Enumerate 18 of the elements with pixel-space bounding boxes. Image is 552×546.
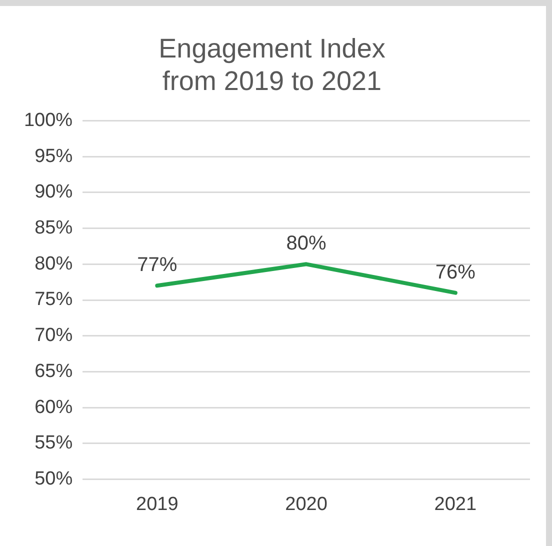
x-tick-label: 2019 <box>136 494 178 515</box>
data-label: 76% <box>435 261 476 284</box>
y-tick-label: 80% <box>34 253 73 274</box>
chart-title: Engagement Index from 2019 to 2021 <box>158 34 386 96</box>
y-tick-label: 65% <box>34 360 73 382</box>
y-tick-label: 100% <box>24 110 73 132</box>
x-tick-label: 2021 <box>434 494 477 515</box>
data-label: 77% <box>137 254 178 276</box>
y-tick-label: 60% <box>34 396 73 418</box>
y-tick-label: 75% <box>34 289 73 310</box>
y-tick-label: 95% <box>34 146 73 167</box>
data-label: 80% <box>286 232 327 255</box>
y-tick-label: 55% <box>34 432 73 454</box>
y-tick-label: 85% <box>34 218 73 239</box>
y-tick-label: 70% <box>34 325 73 346</box>
x-tick-label: 2020 <box>285 494 328 515</box>
y-tick-label: 50% <box>34 468 73 490</box>
y-tick-label: 90% <box>34 182 73 203</box>
